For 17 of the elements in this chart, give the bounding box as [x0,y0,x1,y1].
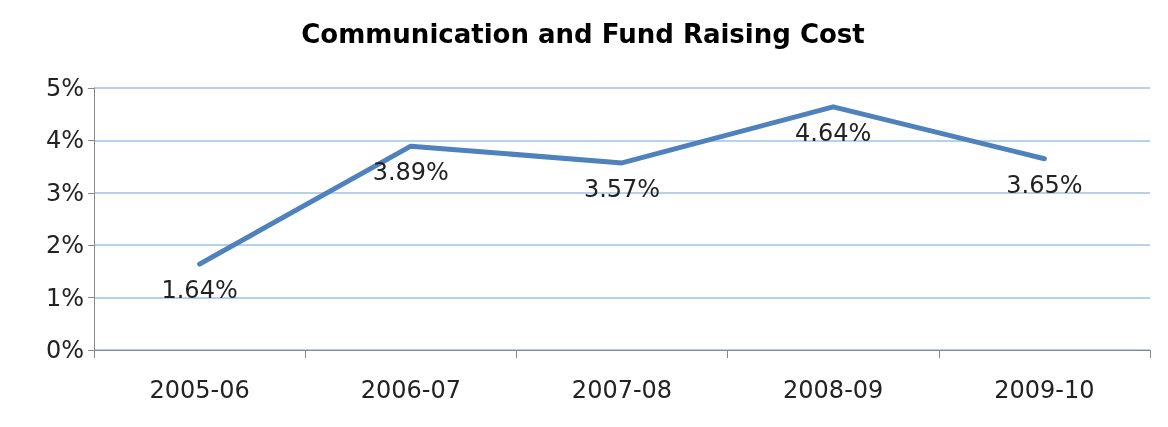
x-tick-label: 2009-10 [994,376,1095,404]
data-label: 3.89% [372,158,449,187]
y-tick-label: 3% [45,178,84,207]
y-tick-label: 5% [45,74,84,102]
x-tick-label: 2005-06 [149,376,250,404]
y-tick-label: 1% [45,283,84,312]
data-label: 4.64% [795,118,872,147]
y-tick-label: 4% [45,126,84,155]
data-label: 1.64% [161,276,238,305]
x-tick-label: 2007-08 [571,376,673,404]
y-tick-label: 2% [45,231,84,260]
x-tick-label: 2008-09 [783,376,884,404]
data-label: 3.65% [1006,170,1083,199]
chart-title: Communication and Fund Raising Cost [301,19,865,49]
x-tick-label: 2006-07 [360,376,461,404]
data-label: 3.57% [583,174,661,203]
y-tick-label: 0% [45,336,84,364]
